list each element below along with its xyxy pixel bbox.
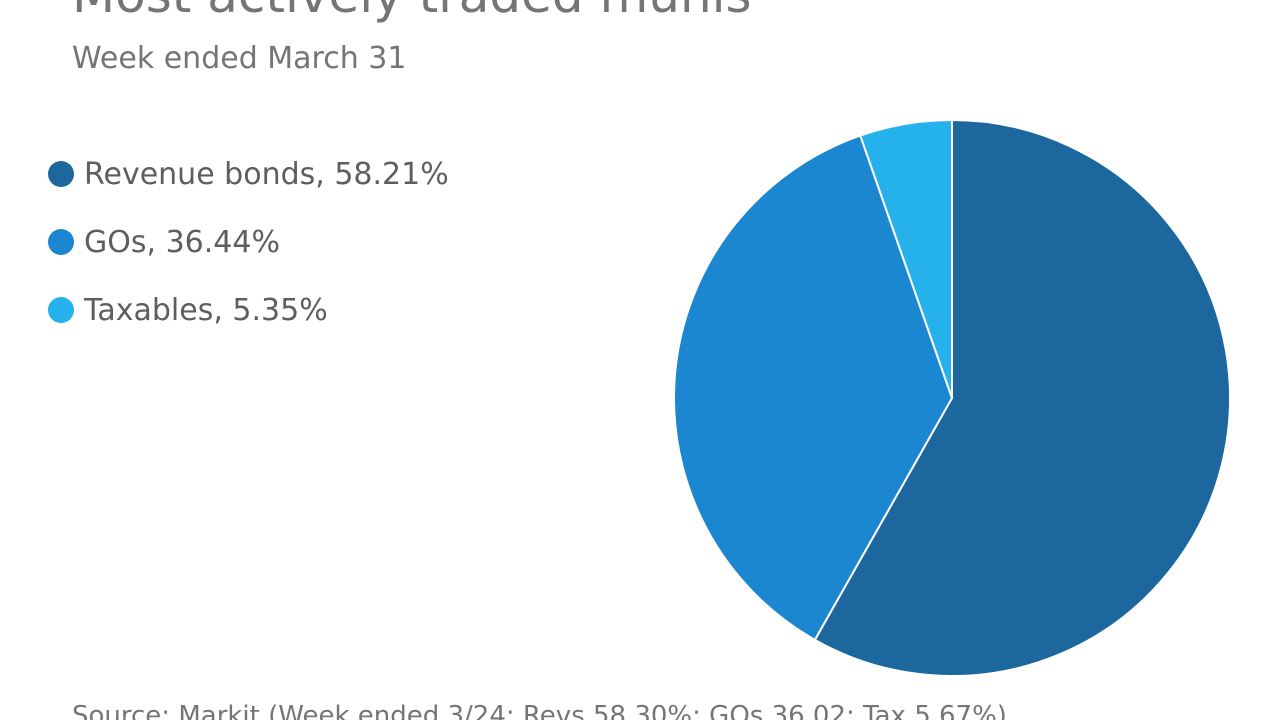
legend: Revenue bonds, 58.21% GOs, 36.44% Taxabl… xyxy=(48,152,449,356)
legend-swatch-taxables xyxy=(48,297,74,323)
legend-item-taxables: Taxables, 5.35% xyxy=(48,288,449,332)
pie-slice-revenue-bonds xyxy=(813,119,1231,677)
legend-swatch-revenue-bonds xyxy=(48,161,74,187)
chart-subtitle: Week ended March 31 xyxy=(72,41,407,76)
legend-label-revenue-bonds: Revenue bonds, 58.21% xyxy=(84,156,449,192)
pie-slice-taxables xyxy=(859,119,953,399)
chart-title: Most actively traded munis xyxy=(72,0,752,20)
legend-label-gos: GOs, 36.44% xyxy=(84,224,280,260)
legend-label-taxables: Taxables, 5.35% xyxy=(84,292,328,328)
legend-swatch-gos xyxy=(48,229,74,255)
pie-slice-gos xyxy=(673,134,953,641)
source-note: Source: Markit (Week ended 3/24: Revs 58… xyxy=(72,701,1007,720)
legend-item-gos: GOs, 36.44% xyxy=(48,220,449,264)
legend-item-revenue-bonds: Revenue bonds, 58.21% xyxy=(48,152,449,196)
